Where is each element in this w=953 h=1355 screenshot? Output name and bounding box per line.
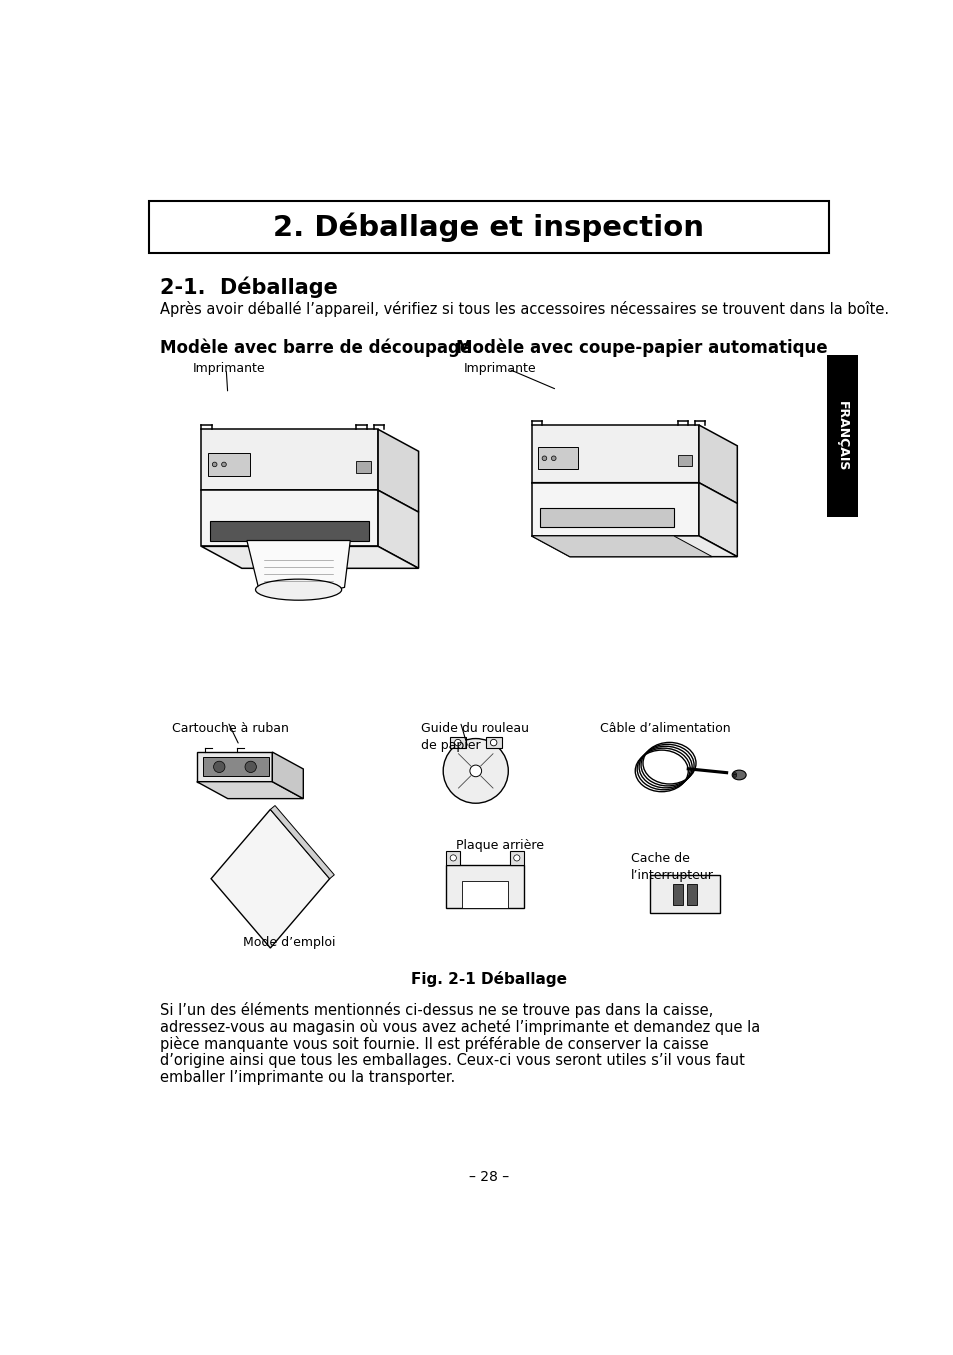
Polygon shape: [211, 809, 330, 948]
Polygon shape: [485, 737, 501, 748]
Circle shape: [221, 462, 226, 466]
Text: 2. Déballage et inspection: 2. Déballage et inspection: [274, 213, 703, 243]
Text: pièce manquante vous soit fournie. Il est préférable de conserver la caisse: pièce manquante vous soit fournie. Il es…: [159, 1035, 707, 1051]
Polygon shape: [202, 757, 269, 776]
Polygon shape: [699, 425, 737, 504]
Polygon shape: [531, 535, 712, 557]
Polygon shape: [531, 425, 699, 482]
Text: Fig. 2-1 Déballage: Fig. 2-1 Déballage: [411, 970, 566, 986]
Circle shape: [541, 457, 546, 461]
Text: Cache de
l’interrupteur: Cache de l’interrupteur: [630, 852, 713, 882]
Circle shape: [450, 855, 456, 860]
Polygon shape: [196, 752, 272, 782]
Polygon shape: [446, 864, 523, 908]
Polygon shape: [509, 851, 523, 864]
Bar: [149, 201, 828, 253]
Bar: [826, 355, 857, 516]
Polygon shape: [270, 806, 334, 878]
Text: Plaque arrière: Plaque arrière: [456, 839, 544, 852]
Circle shape: [213, 462, 216, 466]
Text: Après avoir déballé l’appareil, vérifiez si tous les accessoires nécessaires se : Après avoir déballé l’appareil, vérifiez…: [159, 301, 888, 317]
Text: Imprimante: Imprimante: [193, 362, 265, 375]
Polygon shape: [209, 453, 250, 476]
Polygon shape: [377, 491, 418, 568]
Text: FRANÇAIS: FRANÇAIS: [835, 401, 848, 472]
Polygon shape: [272, 752, 303, 798]
Polygon shape: [446, 851, 459, 864]
Text: – 28 –: – 28 –: [468, 1171, 509, 1184]
Circle shape: [245, 762, 256, 772]
Polygon shape: [687, 883, 697, 905]
Polygon shape: [201, 430, 377, 491]
Text: emballer l’imprimante ou la transporter.: emballer l’imprimante ou la transporter.: [159, 1069, 455, 1084]
Polygon shape: [672, 883, 681, 905]
Circle shape: [470, 766, 481, 776]
Text: Imprimante: Imprimante: [464, 362, 537, 375]
Circle shape: [490, 740, 497, 745]
Polygon shape: [201, 491, 377, 546]
Text: adressez-vous au magasin où vous avez acheté l’imprimante et demandez que la: adressez-vous au magasin où vous avez ac…: [159, 1019, 759, 1035]
Polygon shape: [537, 447, 577, 469]
Polygon shape: [531, 482, 737, 504]
Circle shape: [513, 855, 519, 860]
Polygon shape: [196, 782, 303, 798]
Circle shape: [733, 774, 736, 778]
Text: Si l’un des éléments mentionnés ci-dessus ne se trouve pas dans la caisse,: Si l’un des éléments mentionnés ci-dessu…: [159, 1001, 712, 1018]
Polygon shape: [539, 508, 673, 527]
Text: d’origine ainsi que tous les emballages. Ceux-ci vous seront utiles s’il vous fa: d’origine ainsi que tous les emballages.…: [159, 1053, 743, 1068]
Polygon shape: [699, 482, 737, 557]
Polygon shape: [678, 455, 692, 466]
Polygon shape: [210, 520, 369, 541]
Ellipse shape: [255, 579, 341, 600]
Polygon shape: [649, 875, 720, 913]
Polygon shape: [201, 491, 418, 512]
Polygon shape: [531, 535, 737, 557]
Polygon shape: [247, 541, 350, 599]
Text: Cartouche à ruban: Cartouche à ruban: [172, 722, 289, 734]
Text: Modèle avec barre de découpage: Modèle avec barre de découpage: [159, 339, 471, 356]
Text: Guide du rouleau
de papier: Guide du rouleau de papier: [421, 722, 529, 752]
Polygon shape: [449, 737, 465, 748]
Polygon shape: [355, 461, 371, 473]
Circle shape: [443, 738, 508, 804]
Polygon shape: [461, 881, 508, 908]
Text: Mode d’emploi: Mode d’emploi: [243, 936, 335, 950]
Circle shape: [733, 772, 736, 775]
Polygon shape: [377, 430, 418, 512]
Ellipse shape: [732, 770, 745, 780]
Circle shape: [455, 740, 460, 745]
Circle shape: [551, 457, 556, 461]
Text: 2-1.  Déballage: 2-1. Déballage: [159, 276, 337, 298]
Polygon shape: [531, 482, 699, 535]
Polygon shape: [201, 546, 418, 568]
Circle shape: [213, 762, 225, 772]
Text: Câble d’alimentation: Câble d’alimentation: [599, 722, 730, 734]
Text: Modèle avec coupe-papier automatique: Modèle avec coupe-papier automatique: [456, 339, 827, 356]
